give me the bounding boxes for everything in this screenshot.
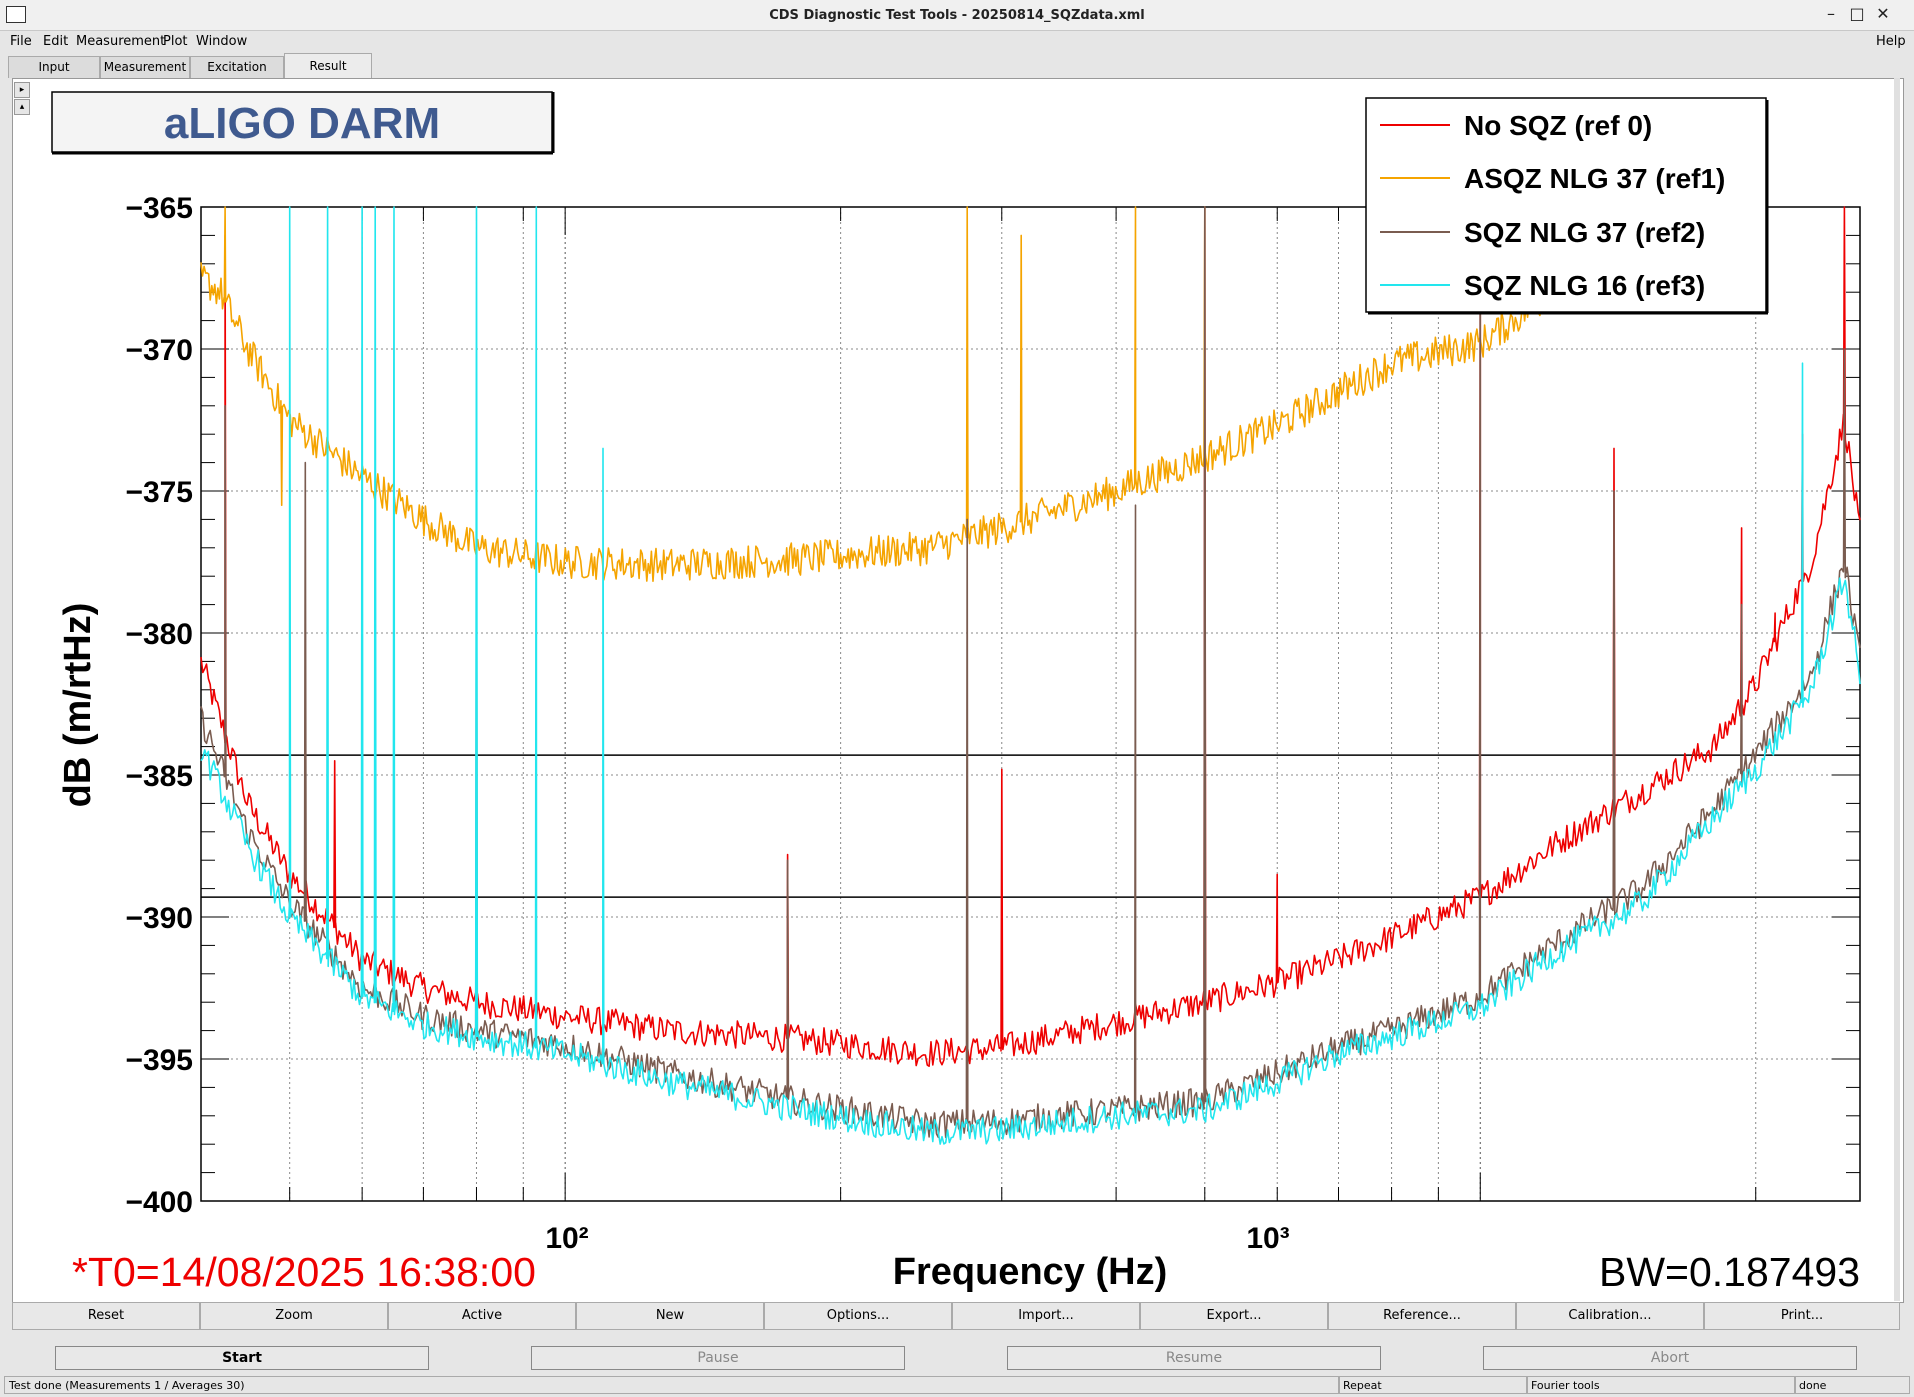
bandwidth-label: BW=0.187493	[1599, 1249, 1860, 1295]
series-line-ref1	[200, 206, 1586, 582]
plot-frame	[200, 206, 1861, 1202]
menu-file[interactable]: File	[10, 34, 32, 49]
legend-label-ref1: ASQZ NLG 37 (ref1)	[1464, 163, 1725, 194]
y-tick-label: −395	[125, 1044, 193, 1077]
legend: No SQZ (ref 0) ASQZ NLG 37 (ref1) SQZ NL…	[1365, 97, 1769, 315]
y-axis-label: dB (m/rtHz)	[57, 603, 99, 808]
y-tick-label: −365	[125, 192, 193, 225]
export-button[interactable]: Export...	[1140, 1302, 1328, 1330]
plot-button-row: Reset Zoom Active New Options... Import.…	[12, 1302, 1902, 1330]
restore-icon[interactable]: □	[1849, 4, 1865, 23]
legend-label-ref0: No SQZ (ref 0)	[1464, 110, 1652, 141]
y-tick-label: −370	[125, 334, 193, 367]
x-axis-label: Frequency (Hz)	[893, 1251, 1167, 1293]
menu-help[interactable]: Help	[1876, 34, 1906, 49]
status-repeat: Repeat	[1338, 1376, 1528, 1394]
status-message: Test done (Measurements 1 / Averages 30)	[4, 1376, 1340, 1394]
menu-measurement[interactable]: Measurement	[76, 34, 166, 49]
resume-button[interactable]: Resume	[1007, 1346, 1381, 1370]
title-box	[51, 91, 553, 153]
new-button[interactable]: New	[576, 1302, 764, 1330]
control-row: Start Pause Resume Abort	[0, 1340, 1914, 1374]
tab-result[interactable]: Result	[284, 53, 372, 78]
menu-bar: File Edit Measurement Plot Window Help	[0, 31, 1914, 53]
minimize-icon[interactable]: –	[1827, 4, 1835, 23]
legend-label-ref2: SQZ NLG 37 (ref2)	[1464, 217, 1705, 248]
plot-title: aLIGO DARM	[164, 99, 440, 148]
active-button[interactable]: Active	[388, 1302, 576, 1330]
abort-button[interactable]: Abort	[1483, 1346, 1857, 1370]
y-tick-label: −400	[125, 1186, 193, 1219]
series-line-ref0	[200, 206, 1861, 1067]
zoom-button[interactable]: Zoom	[200, 1302, 388, 1330]
status-bar: Test done (Measurements 1 / Averages 30)…	[0, 1374, 1914, 1397]
scroll-down-icon[interactable]: ▴	[14, 99, 30, 115]
menu-window[interactable]: Window	[196, 34, 248, 49]
y-tick-label: −380	[125, 618, 193, 651]
tab-input[interactable]: Input	[8, 56, 100, 78]
menu-plot[interactable]: Plot	[163, 34, 188, 49]
status-fourier: Fourier tools	[1526, 1376, 1796, 1394]
x-tick-label-100: 10²	[545, 1222, 588, 1255]
reset-button[interactable]: Reset	[12, 1302, 200, 1330]
y-tick-label: −385	[125, 760, 193, 793]
x-tick-label-1000: 10³	[1246, 1222, 1289, 1255]
window-title: CDS Diagnostic Test Tools - 20250814_SQZ…	[769, 7, 1145, 23]
print-button[interactable]: Print...	[1704, 1302, 1900, 1330]
options-button[interactable]: Options...	[764, 1302, 952, 1330]
scroll-up-icon[interactable]: ▸	[14, 82, 30, 98]
series-group	[200, 206, 1861, 1145]
tab-measurement[interactable]: Measurement	[100, 56, 190, 78]
start-button[interactable]: Start	[55, 1346, 429, 1370]
menu-edit[interactable]: Edit	[43, 34, 69, 49]
pause-button[interactable]: Pause	[531, 1346, 905, 1370]
reference-lines	[201, 754, 1860, 898]
close-icon[interactable]: ✕	[1876, 4, 1890, 23]
import-button[interactable]: Import...	[952, 1302, 1140, 1330]
reference-button[interactable]: Reference...	[1328, 1302, 1516, 1330]
status-state: done	[1794, 1376, 1910, 1394]
t0-label: *T0=14/08/2025 16:38:00	[72, 1249, 536, 1295]
y-tick-label: −390	[125, 902, 193, 935]
legend-label-ref3: SQZ NLG 16 (ref3)	[1464, 270, 1705, 301]
calibration-button[interactable]: Calibration...	[1516, 1302, 1704, 1330]
vertical-scrollbar[interactable]	[1894, 78, 1900, 1301]
tab-excitation[interactable]: Excitation	[190, 56, 284, 78]
y-tick-labels: −365 −370 −375 −380 −385 −390 −395 −400	[125, 192, 193, 1219]
app-icon	[6, 6, 26, 23]
window-titlebar: CDS Diagnostic Test Tools - 20250814_SQZ…	[0, 0, 1914, 31]
y-tick-label: −375	[125, 476, 193, 509]
series-line-ref3	[200, 206, 1861, 1145]
